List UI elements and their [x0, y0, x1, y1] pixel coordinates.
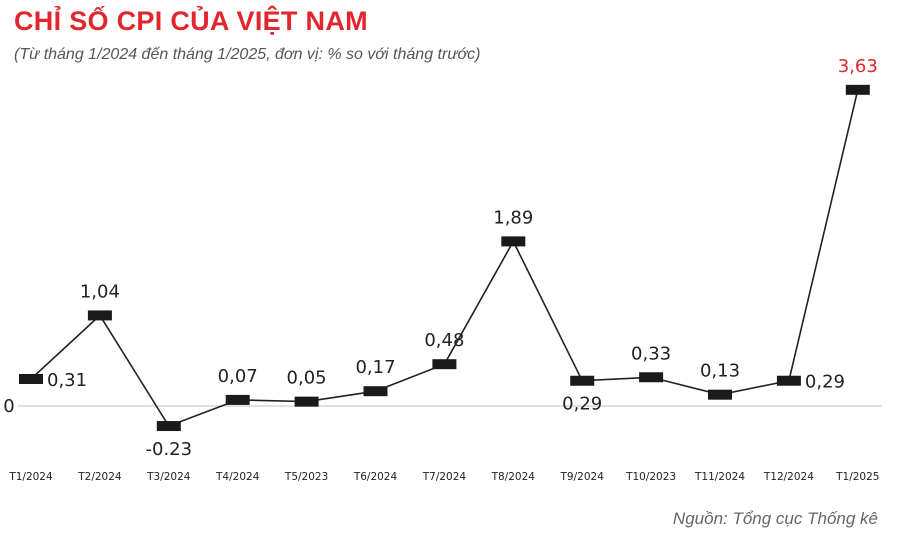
data-label: 0,05: [287, 368, 327, 389]
data-label: 0,29: [805, 372, 845, 393]
data-label: 0,33: [631, 343, 671, 364]
data-label: 0,13: [700, 361, 740, 382]
x-tick-label: T10/2023: [625, 471, 676, 483]
data-label: 0,17: [355, 357, 395, 378]
data-point-marker: [845, 84, 870, 95]
data-label: 0,29: [562, 394, 602, 415]
data-label: 3,63: [838, 56, 878, 77]
x-tick-label: T3/2024: [146, 471, 191, 483]
data-point-marker: [639, 372, 664, 383]
data-label: 1,89: [493, 207, 533, 228]
data-label: 0,48: [424, 330, 464, 351]
x-tick-label: T5/2023: [284, 471, 328, 483]
y-tick-label: 0: [3, 396, 14, 417]
data-point-marker: [501, 236, 526, 247]
data-point-marker: [708, 389, 732, 400]
x-tick-label: T7/2024: [422, 471, 467, 483]
x-tick-label: T11/2024: [694, 471, 745, 483]
data-point-marker: [776, 375, 801, 386]
data-point-marker: [432, 359, 457, 370]
x-tick-label: T2/2024: [77, 471, 122, 483]
data-point-marker: [294, 396, 319, 407]
x-tick-label: T8/2024: [491, 471, 536, 483]
data-point-marker: [225, 394, 250, 405]
x-tick-label: T6/2024: [353, 471, 398, 483]
source-note: Nguồn: Tổng cục Thống kê: [672, 509, 878, 528]
x-tick-label: T9/2024: [560, 471, 605, 483]
chart-title: CHỈ SỐ CPI CỦA VIỆT NAM: [14, 6, 368, 36]
data-label: -0.23: [146, 439, 193, 460]
x-tick-label: T12/2024: [763, 471, 814, 483]
data-label: 0,07: [218, 366, 258, 387]
x-tick-label: T4/2024: [215, 471, 260, 483]
chart-subtitle: (Từ tháng 1/2024 đến tháng 1/2025, đơn v…: [14, 46, 481, 63]
x-tick-label: T1/2024: [8, 471, 53, 483]
data-point-marker: [363, 386, 388, 397]
data-point-marker: [156, 421, 181, 432]
data-point-marker: [87, 310, 112, 321]
data-point-marker: [570, 375, 595, 386]
data-label: 1,04: [80, 281, 120, 302]
data-label: 0,31: [47, 370, 87, 391]
data-point-marker: [19, 373, 43, 384]
x-tick-label: T1/2025: [835, 471, 879, 483]
